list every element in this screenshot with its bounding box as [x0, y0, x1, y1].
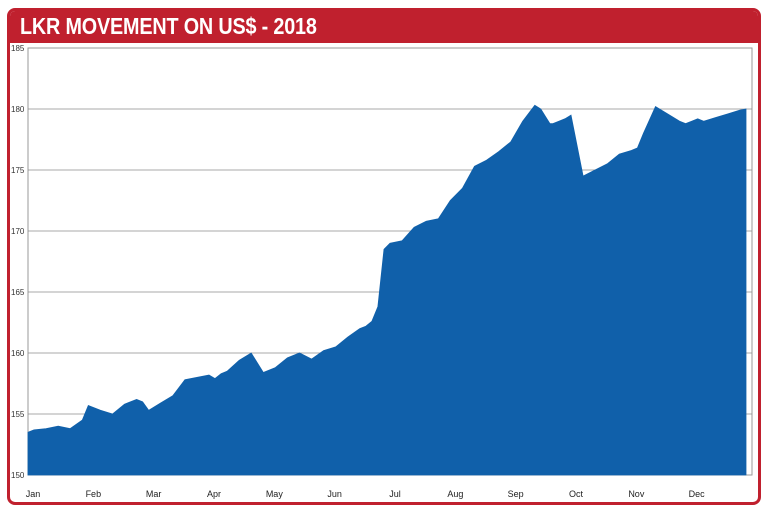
x-tick-label-oct: Oct	[569, 489, 584, 499]
x-tick-label-may: May	[266, 489, 284, 499]
x-tick-label-apr: Apr	[207, 489, 221, 499]
y-tick-label-165: 165	[11, 288, 25, 297]
y-tick-label-150: 150	[11, 471, 25, 480]
x-tick-label-jul: Jul	[389, 489, 401, 499]
y-tick-label-170: 170	[11, 227, 25, 236]
x-tick-label-aug: Aug	[447, 489, 463, 499]
chart-title: LKR MOVEMENT ON US$ - 2018	[20, 13, 317, 39]
x-tick-label-dec: Dec	[689, 489, 706, 499]
x-tick-label-jan: Jan	[26, 489, 41, 499]
y-tick-label-180: 180	[11, 105, 25, 114]
x-tick-label-feb: Feb	[86, 489, 102, 499]
area-series	[27, 104, 747, 476]
x-tick-label-sep: Sep	[508, 489, 524, 499]
y-tick-label-185: 185	[11, 44, 25, 53]
y-tick-label-155: 155	[11, 410, 25, 419]
x-tick-label-jun: Jun	[327, 489, 342, 499]
y-tick-label-175: 175	[11, 166, 25, 175]
title-bar: LKR MOVEMENT ON US$ - 2018	[10, 11, 758, 43]
x-tick-label-nov: Nov	[628, 489, 645, 499]
y-tick-label-160: 160	[11, 349, 25, 358]
x-tick-label-mar: Mar	[146, 489, 162, 499]
